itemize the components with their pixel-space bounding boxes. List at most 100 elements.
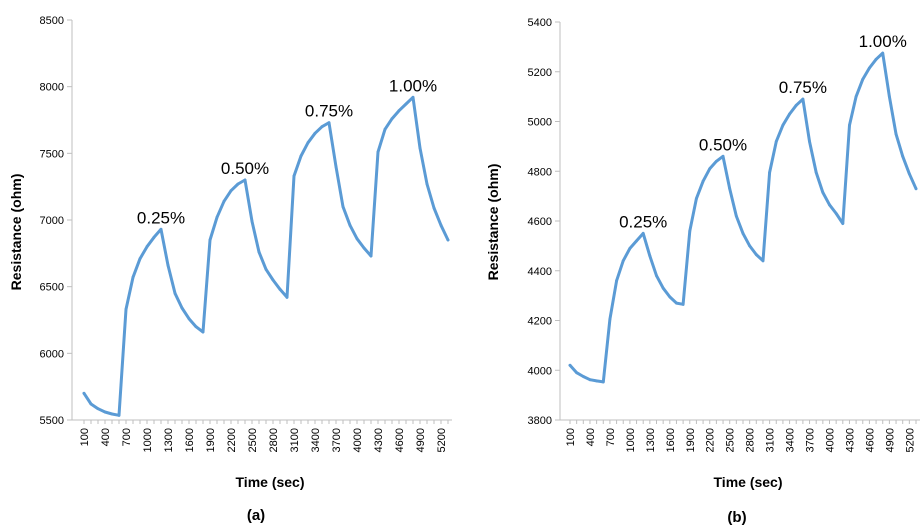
panel-b-data-point <box>774 140 778 143</box>
panel-b-x-tick-label: 1900 <box>685 428 697 452</box>
panel-a-data-point <box>145 245 149 249</box>
panel-a-data-point <box>348 223 352 227</box>
panel-b-data-point <box>761 259 765 263</box>
panel-a-data-point <box>117 413 121 417</box>
panel-a-data-point <box>299 154 303 158</box>
panel-a-x-tick-label: 4000 <box>352 428 364 452</box>
panel-b-data-point <box>581 375 585 378</box>
panel-b-data-point <box>641 232 645 235</box>
panel-a-y-tick-label: 8500 <box>40 15 64 27</box>
panel-a-y-tick-label: 7000 <box>40 215 64 227</box>
panel-a-x-tick-label: 5200 <box>436 428 448 452</box>
panel-b-data-point <box>734 214 738 218</box>
panel-b-data-point <box>788 112 791 116</box>
panel-a-x-tick-label: 4600 <box>394 428 406 452</box>
panel-a-y-tick-label: 6000 <box>40 348 64 360</box>
panel-a-data-point <box>383 127 387 131</box>
panel-b-data-point <box>814 171 818 174</box>
panel-b-y-tick-label: 4800 <box>528 166 552 178</box>
panel-a-x-tick-label: 1300 <box>163 428 175 452</box>
panel-b-data-point <box>635 239 638 243</box>
panel-b-data-point <box>728 187 732 191</box>
panel-a-data-point <box>271 278 275 282</box>
panel-b-x-tick-label: 3100 <box>765 428 777 452</box>
panel-a-series-line <box>82 95 450 417</box>
panel-b-data-point <box>914 187 918 191</box>
panel-a-annotation: 0.25% <box>137 208 185 227</box>
panel-b-y-tick-label: 4400 <box>528 266 552 278</box>
panel-a-x-tick-label: 3400 <box>310 428 322 452</box>
panel-a-data-point <box>341 205 345 209</box>
panel-a-data-point <box>82 391 86 395</box>
panel-a-data-point <box>334 165 338 169</box>
panel-b-data-point <box>894 132 898 136</box>
panel-a-x-tick-label: 2200 <box>226 428 238 452</box>
panel-b-data-point <box>588 378 592 382</box>
panel-a-data-point <box>257 250 261 254</box>
panel-b-data-point <box>695 197 698 201</box>
panel-a-x-tick-label: 400 <box>100 428 112 446</box>
panel-b-x-tick-label: 400 <box>585 428 597 446</box>
panel-b-data-point <box>648 254 652 258</box>
panel-a-data-point <box>432 206 436 210</box>
panel-b-x-tick-label: 1600 <box>665 428 677 452</box>
panel-a-data-point <box>131 275 135 279</box>
panel-b-x-tick-label: 3700 <box>805 428 817 452</box>
panel-b-data-point <box>615 279 618 283</box>
panel-b-x-tick-label: 2800 <box>745 428 757 452</box>
panel-a-data-point <box>313 131 317 135</box>
panel-a-data-point <box>89 402 93 406</box>
panel-a-data-point <box>446 238 450 242</box>
panel-b-data-point <box>675 301 678 305</box>
panel-b-data-point <box>887 95 891 99</box>
panel-b-data-point <box>828 203 831 207</box>
panel-a-label: (a) <box>247 507 265 524</box>
panel-b-data-point <box>601 380 605 384</box>
panel-a-data-point <box>250 219 254 223</box>
panel-b-x-tick-label: 5200 <box>904 428 916 452</box>
panel-b-y-tick-label: 4600 <box>528 216 552 228</box>
panel-a-x-tick-label: 700 <box>121 428 133 446</box>
panel-b-data-point <box>701 179 705 183</box>
panel-b-data-point <box>854 95 858 99</box>
panel-a-y-tick-label: 5500 <box>40 415 64 427</box>
panel-b-annotation: 1.00% <box>859 32 907 51</box>
panel-a-x-tick-label: 1600 <box>184 428 196 452</box>
panel-b-x-tick-label: 100 <box>565 428 577 446</box>
panel-a-data-point <box>411 95 415 99</box>
panel-b-data-point <box>801 97 805 101</box>
panel-b-data-point <box>881 51 885 55</box>
panel-b-data-point <box>741 232 745 235</box>
panel-b-y-tick-label: 4200 <box>528 316 552 328</box>
panel-a-y-tick-label: 8000 <box>40 82 64 94</box>
panel-a-data-point <box>264 267 268 271</box>
panel-a-data-point <box>439 223 443 227</box>
panel-a-data-point <box>152 235 156 239</box>
panel-a-x-tick-label: 3700 <box>331 428 343 452</box>
panel-a-data-point <box>355 237 359 241</box>
panel-b-data-point <box>907 172 911 176</box>
panel-b-data-point <box>861 77 865 81</box>
panel-a-x-tick-label: 4900 <box>415 428 427 452</box>
panel-a-data-point <box>96 407 100 411</box>
panel-a-data-point <box>138 257 142 261</box>
panel-b-x-tick-label: 1000 <box>625 428 637 452</box>
panel-b-annotation: 0.75% <box>779 78 827 97</box>
panel-a-data-point <box>110 412 114 416</box>
panel-b-x-tick-label: 2200 <box>705 428 717 452</box>
panel-b-y-tick-label: 5200 <box>528 67 552 79</box>
panel-a-data-point <box>159 227 163 231</box>
panel-b-x-tick-label: 4000 <box>825 428 837 452</box>
panel-a-data-point <box>243 178 247 182</box>
panel-b-data-point <box>688 229 692 233</box>
panel-a-data-point <box>376 150 380 154</box>
panel-a-x-tick-label: 2500 <box>247 428 259 452</box>
panel-a-x-tick-label: 1000 <box>142 428 154 452</box>
panel-b-data-point <box>874 57 878 61</box>
panel-a-data-point <box>180 306 184 310</box>
panel-b-data-point <box>575 371 579 375</box>
panel-a-data-point <box>327 121 331 125</box>
panel-a-data-point <box>285 295 289 299</box>
panel-a-data-point <box>166 263 170 267</box>
